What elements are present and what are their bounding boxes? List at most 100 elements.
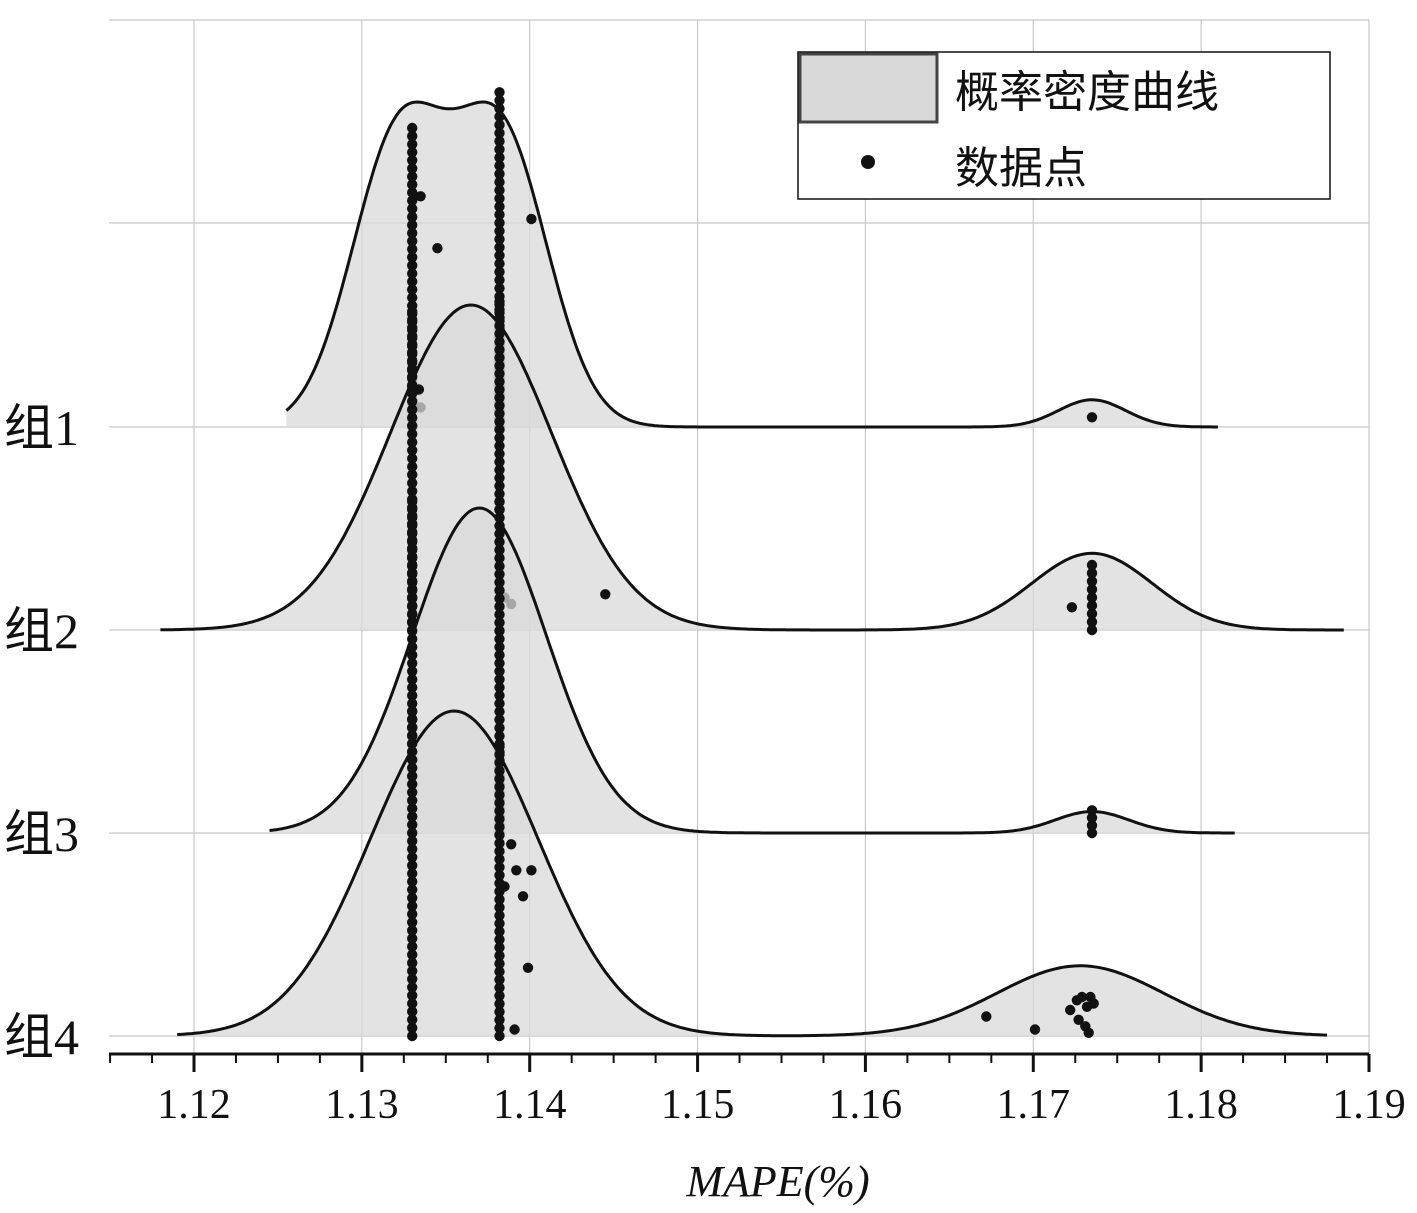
data-point-g3-col2 bbox=[494, 569, 505, 580]
data-point-g3-col2 bbox=[494, 496, 505, 507]
data-point-g4-col1 bbox=[407, 762, 418, 774]
data-point-g1-col1 bbox=[407, 130, 418, 142]
data-point-g1-col1 bbox=[407, 139, 418, 150]
data-point-g4-col2 bbox=[494, 942, 505, 953]
data-point-g4-16 bbox=[1073, 1014, 1084, 1025]
data-point-g4-4 bbox=[517, 891, 529, 902]
x-tick-label-0: 1.12 bbox=[157, 1082, 231, 1128]
data-point-g1-col2 bbox=[494, 136, 505, 147]
data-point-g1-col1 bbox=[407, 163, 418, 174]
data-point-g3-col3 bbox=[1086, 827, 1098, 839]
data-point-g1-col2 bbox=[494, 193, 505, 204]
data-point-g4-col2 bbox=[494, 838, 505, 849]
data-point-g3-col2 bbox=[494, 730, 505, 742]
data-point-g4-col1 bbox=[407, 998, 418, 1009]
data-point-g4-2 bbox=[511, 865, 522, 876]
data-point-g2-col1 bbox=[407, 428, 418, 440]
data-point-g4-col2 bbox=[494, 854, 505, 865]
data-point-g1-col1 bbox=[407, 211, 418, 223]
data-point-g3-col2 bbox=[494, 617, 505, 628]
data-point-g4-col1 bbox=[407, 713, 418, 725]
data-point-g1-col1 bbox=[407, 195, 418, 206]
data-point-g4-col2 bbox=[494, 829, 505, 841]
data-point-g2-col1 bbox=[407, 404, 418, 415]
data-point-g2-col1 bbox=[407, 396, 418, 407]
data-point-g2-col2 bbox=[494, 392, 505, 403]
data-point-g3-col1 bbox=[407, 658, 418, 669]
data-point-g2-col1 bbox=[407, 347, 418, 358]
x-tick-label-7: 1.19 bbox=[1332, 1082, 1406, 1128]
data-point-g4-6 bbox=[522, 962, 534, 973]
data-point-g2-col2 bbox=[494, 424, 505, 435]
group-label-1: 组1 bbox=[4, 400, 79, 456]
data-point-g4-col1 bbox=[407, 795, 418, 806]
data-point-g4-1 bbox=[506, 839, 517, 850]
data-point-g4-col1 bbox=[407, 868, 418, 879]
data-point-g4-col1 bbox=[407, 965, 418, 977]
data-point-g2-col3 bbox=[1086, 584, 1098, 595]
data-point-g1-col2 bbox=[494, 274, 505, 286]
data-point-g1-col1 bbox=[407, 227, 418, 239]
data-point-g2-col2 bbox=[494, 376, 505, 387]
data-point-g4-col1 bbox=[407, 990, 418, 1001]
data-point-g1-col1 bbox=[407, 284, 418, 295]
data-point-g2-5 bbox=[1066, 602, 1078, 613]
x-tick-label-4: 1.16 bbox=[829, 1082, 903, 1128]
data-point-g4-col2 bbox=[494, 781, 505, 793]
data-point-g4-col1 bbox=[407, 852, 418, 863]
data-point-g1-col1 bbox=[407, 147, 418, 158]
x-tick-label-6: 1.18 bbox=[1164, 1082, 1238, 1128]
data-point-g1-col2 bbox=[494, 144, 505, 155]
data-point-g3-col2 bbox=[494, 641, 505, 653]
data-point-g3-col2 bbox=[494, 552, 505, 564]
data-point-g4-col1 bbox=[407, 705, 418, 717]
data-point-g2-col3 bbox=[1086, 624, 1098, 636]
data-point-g3-col1 bbox=[407, 682, 418, 693]
data-point-g2-col2 bbox=[494, 336, 505, 347]
data-point-g4-17 bbox=[1088, 998, 1099, 1009]
ridge-group-4: 组4 bbox=[4, 705, 1328, 1065]
data-point-g2-col2 bbox=[494, 400, 505, 411]
data-point-g1-col2 bbox=[494, 119, 505, 131]
data-point-g1-col2 bbox=[494, 209, 505, 220]
data-point-g3-col1 bbox=[407, 552, 418, 564]
data-point-g2-col3 bbox=[1086, 576, 1098, 587]
legend-label-density: 概率密度曲线 bbox=[955, 67, 1219, 118]
data-point-g3-col1 bbox=[407, 496, 418, 507]
data-point-g4-col2 bbox=[494, 990, 505, 1001]
data-point-g4-col1 bbox=[407, 1014, 418, 1025]
data-point-g3-col1 bbox=[407, 593, 418, 604]
data-point-g4-col1 bbox=[407, 754, 418, 765]
data-point-g1-col1 bbox=[407, 171, 418, 182]
data-point-g3-col1 bbox=[407, 512, 418, 523]
data-point-g3-col2 bbox=[494, 504, 505, 515]
data-point-g2-col1 bbox=[407, 420, 418, 431]
data-point-g4-col2 bbox=[494, 982, 505, 993]
data-point-g2-col2 bbox=[494, 328, 505, 339]
data-point-g2-col1 bbox=[407, 477, 418, 489]
data-point-g3-col2 bbox=[494, 609, 505, 620]
data-point-g3-col2 bbox=[494, 625, 505, 637]
data-point-g2-1 bbox=[413, 384, 425, 395]
group-label-4: 组4 bbox=[4, 1009, 79, 1065]
data-point-g1-col2 bbox=[494, 95, 505, 106]
axis-layer: 1.12 1.13 1.14 1.15 1.16 1.17 1.18 1.19 MAPE(%) bbox=[109, 1052, 1406, 1206]
data-point-g4-col2 bbox=[494, 934, 505, 945]
x-axis-label: MAPE(%) bbox=[685, 1157, 869, 1206]
data-point-g1-col1 bbox=[407, 244, 418, 255]
data-point-g3-col2 bbox=[494, 698, 505, 709]
data-point-g4-col2 bbox=[494, 894, 505, 905]
data-point-g2-col1 bbox=[407, 469, 418, 480]
data-point-g2-col1 bbox=[407, 445, 418, 456]
data-point-g3-col2 bbox=[494, 714, 505, 725]
data-point-g4-col2 bbox=[494, 797, 505, 809]
data-point-g3-col1 bbox=[407, 674, 418, 685]
data-point-g1-col2 bbox=[494, 234, 505, 245]
data-point-g1-col1 bbox=[407, 155, 418, 166]
data-point-g3-col3 bbox=[1086, 820, 1098, 831]
data-point-g1-col2 bbox=[494, 152, 505, 163]
data-point-g4-col2 bbox=[494, 765, 505, 777]
data-point-g2-col2 bbox=[494, 440, 505, 452]
data-point-g2-col2 bbox=[494, 360, 505, 371]
data-point-g4-col1 bbox=[407, 876, 418, 887]
